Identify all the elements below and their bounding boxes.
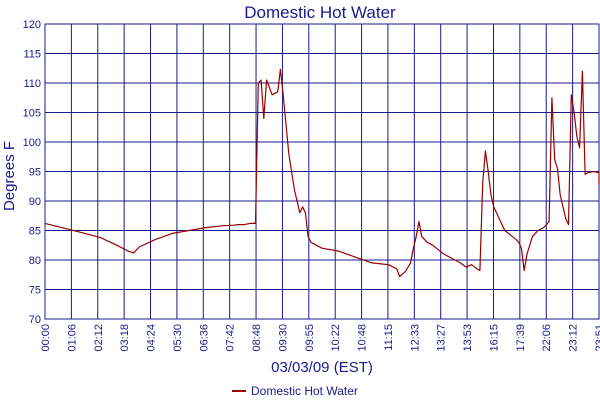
y-tick-label: 100 bbox=[23, 137, 41, 149]
y-tick-label: 105 bbox=[23, 108, 41, 120]
x-tick-label: 17:39 bbox=[515, 324, 527, 352]
x-tick-label: 05:30 bbox=[172, 324, 184, 352]
legend-label: Domestic Hot Water bbox=[251, 384, 358, 398]
x-tick-label: 09:30 bbox=[277, 324, 289, 352]
x-axis-ticks: 00:00 01:06 02:12 03:18 04:24 05:30 06:36 07:42… bbox=[40, 324, 600, 352]
series-layer bbox=[44, 68, 600, 278]
y-tick-label: 70 bbox=[29, 314, 41, 326]
chart-title: Domestic Hot Water bbox=[244, 3, 396, 22]
x-tick-label: 22:06 bbox=[541, 324, 553, 352]
x-axis-label: 03/03/09 (EST) bbox=[271, 359, 373, 376]
x-tick-label: 08:48 bbox=[251, 324, 263, 352]
y-axis-label: Degrees F bbox=[1, 141, 18, 211]
x-tick-label: 03:18 bbox=[119, 324, 131, 352]
y-tick-label: 85 bbox=[29, 226, 41, 238]
x-tick-label: 02:12 bbox=[93, 324, 105, 352]
x-tick-label: 23:51 bbox=[594, 324, 600, 352]
x-tick-label: 10:48 bbox=[357, 324, 369, 352]
x-tick-label: 23:12 bbox=[568, 324, 580, 352]
x-tick-label: 10:22 bbox=[330, 324, 342, 352]
legend: Domestic Hot Water bbox=[232, 384, 358, 398]
x-tick-label: 01:06 bbox=[66, 324, 78, 352]
x-tick-label: 06:36 bbox=[198, 324, 210, 352]
y-axis-ticks: 70 75 80 85 90 95 100 105 110 115 120 bbox=[23, 19, 41, 326]
x-tick-label: 00:00 bbox=[40, 324, 52, 352]
y-tick-label: 90 bbox=[29, 196, 41, 208]
y-tick-label: 75 bbox=[29, 285, 41, 297]
x-tick-label: 12:33 bbox=[409, 324, 421, 352]
y-tick-label: 110 bbox=[23, 78, 41, 90]
x-tick-label: 07:42 bbox=[225, 324, 237, 352]
x-tick-label: 09:55 bbox=[304, 324, 316, 352]
series-line-domestic-hot-water bbox=[44, 68, 600, 278]
y-tick-label: 80 bbox=[29, 255, 41, 267]
x-tick-label: 04:24 bbox=[146, 324, 158, 352]
y-tick-label: 95 bbox=[29, 167, 41, 179]
y-tick-label: 115 bbox=[23, 49, 41, 61]
y-tick-label: 120 bbox=[23, 19, 41, 31]
x-tick-label: 13:53 bbox=[462, 324, 474, 352]
x-tick-label: 13:27 bbox=[436, 324, 448, 352]
grid-lines bbox=[44, 23, 600, 320]
x-tick-label: 11:15 bbox=[383, 324, 395, 351]
x-tick-label: 16:15 bbox=[488, 324, 500, 352]
